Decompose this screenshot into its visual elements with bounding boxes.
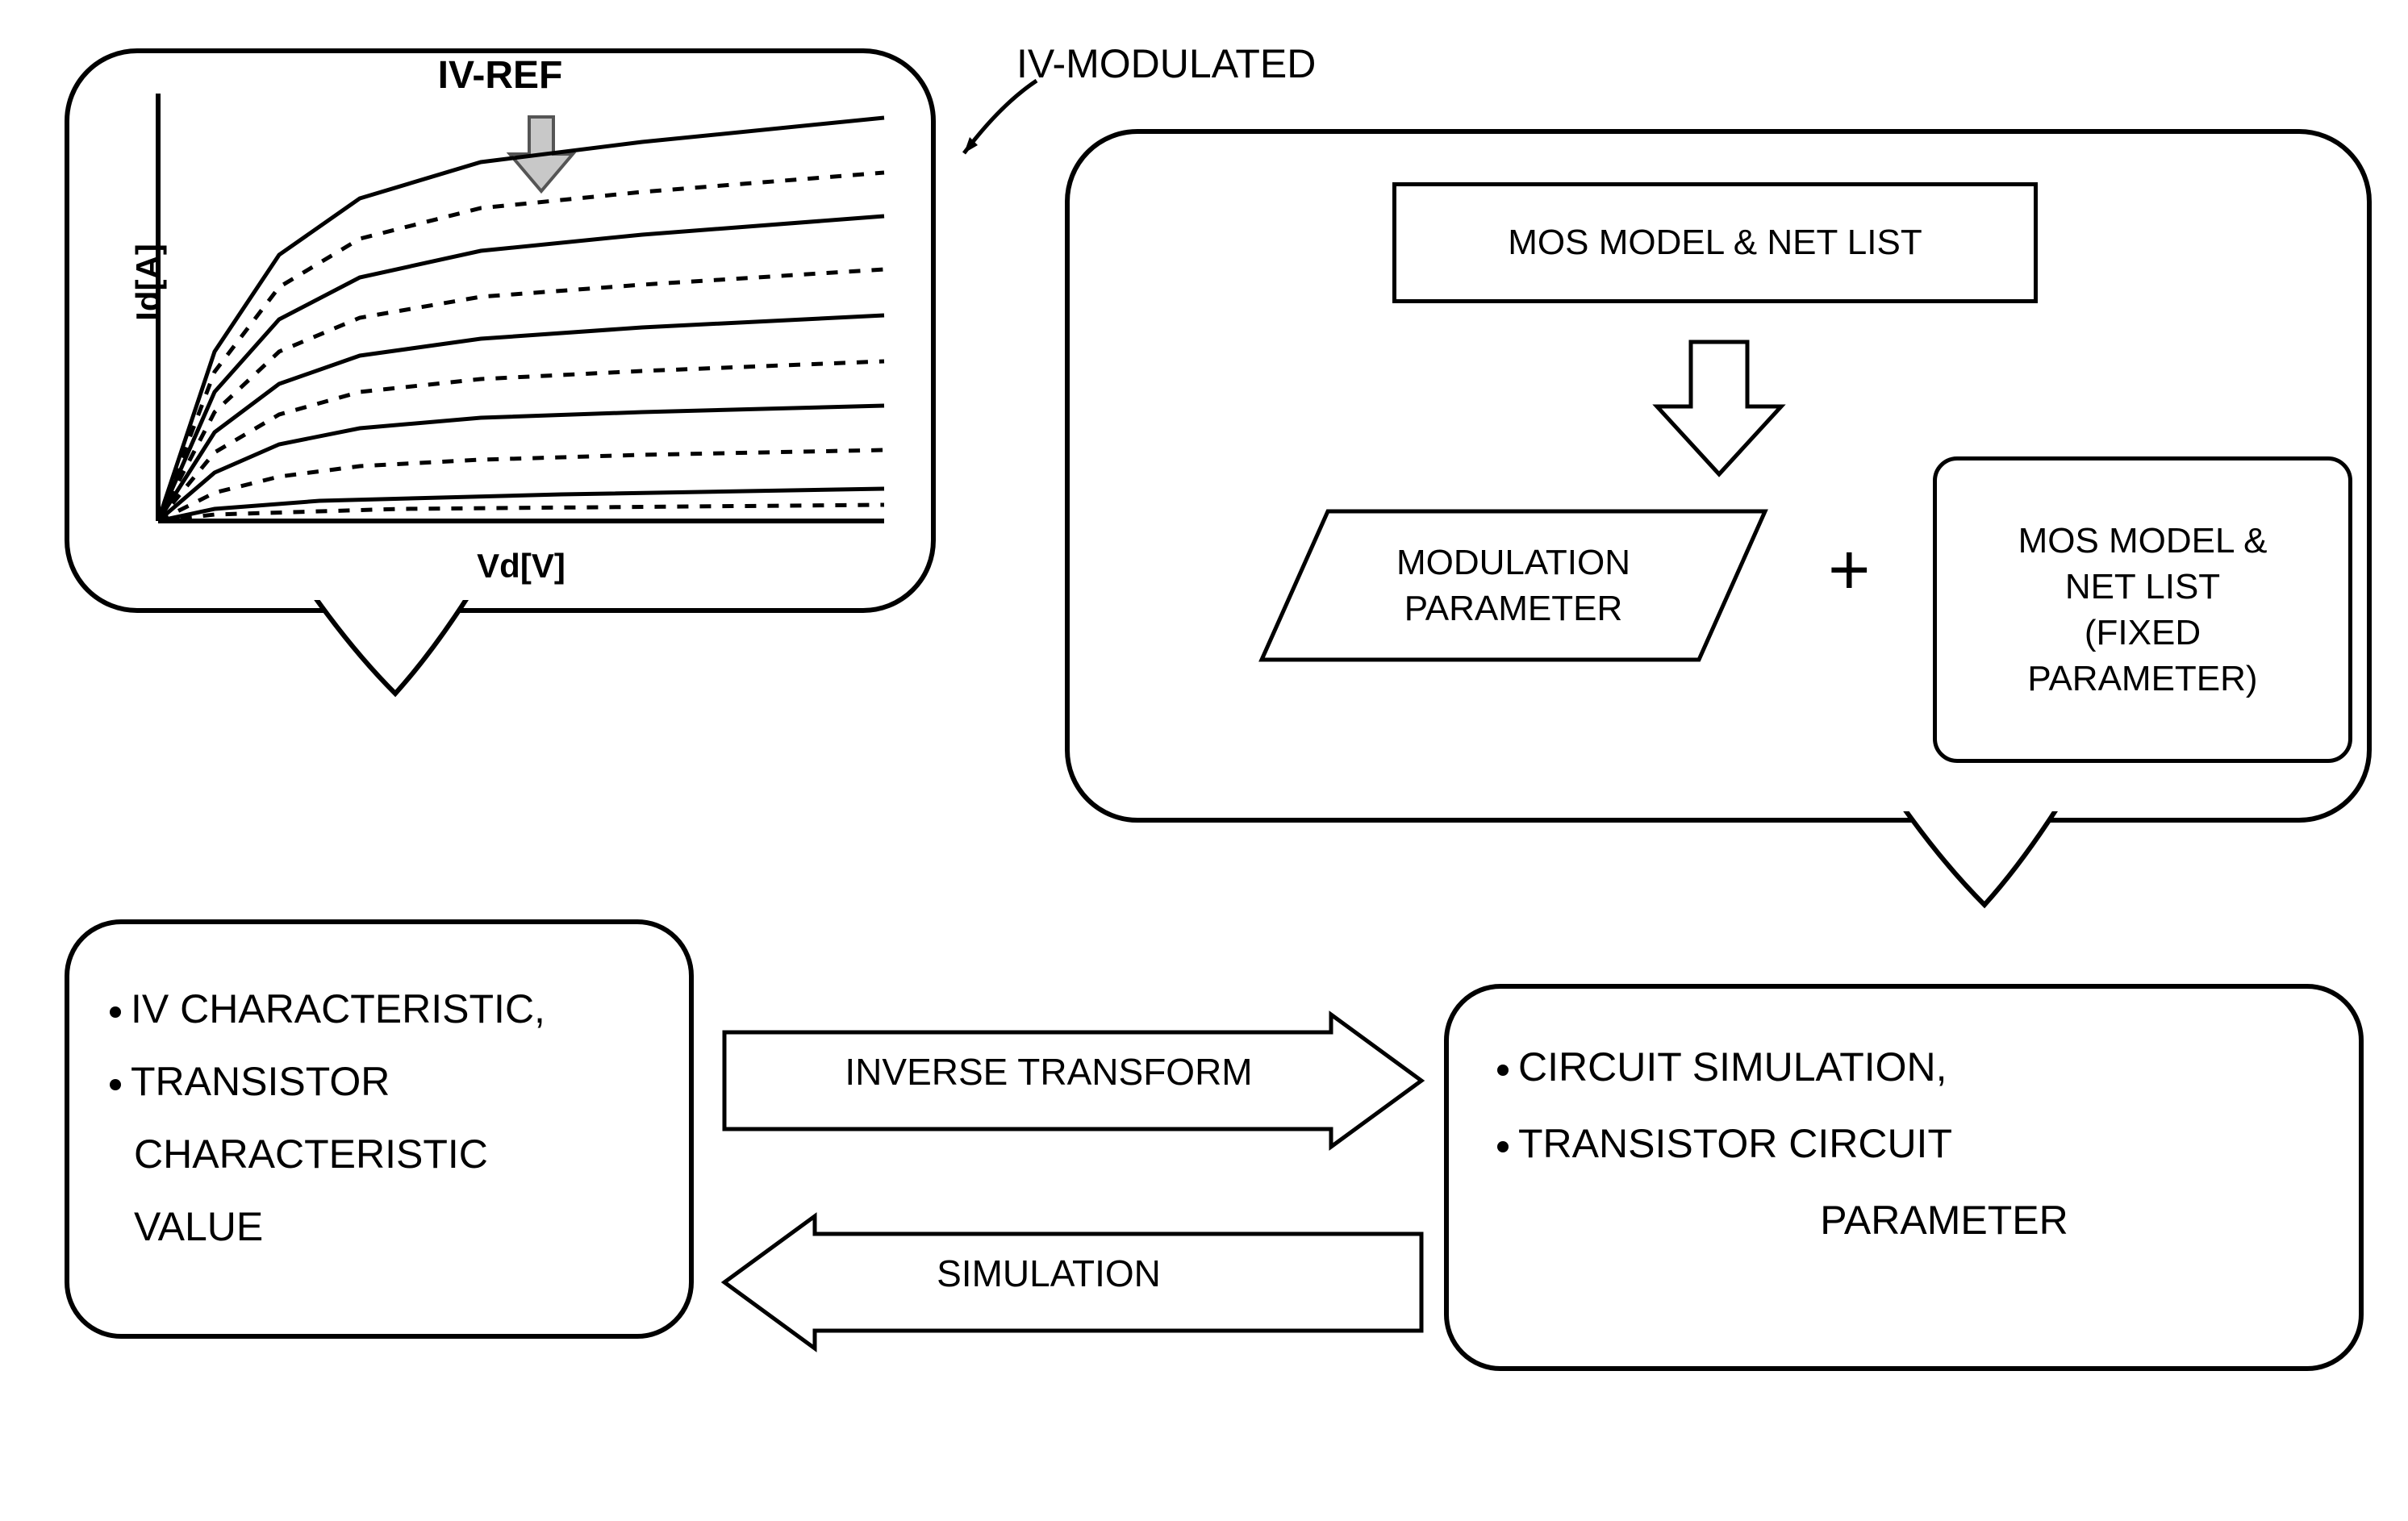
bubble-tail-icon	[307, 589, 484, 702]
right-bubble-body: MOS MODEL & NET LIST MODULATION PARAMETE…	[1065, 129, 2372, 823]
br-line1: CIRCUIT SIMULATION,	[1497, 1029, 2310, 1106]
mos-model-netlist-text: MOS MODEL & NET LIST	[1508, 219, 1922, 265]
mos-model-fixed-box: MOS MODEL & NET LIST (FIXED PARAMETER)	[1933, 456, 2352, 763]
chart-bubble-body: IV-REF Id[A] Vd[V]	[65, 48, 936, 613]
bullet-icon	[1497, 1141, 1509, 1152]
iv-chart: Id[A] Vd[V]	[150, 85, 892, 537]
circuit-simulation-box: CIRCUIT SIMULATION, TRANSISTOR CIRCUIT P…	[1444, 984, 2364, 1371]
inverse-transform-label: INVERSE TRANSFORM	[726, 1050, 1371, 1094]
iv-characteristic-box: IV CHARACTERISTIC, TRANSISTOR CHARACTERI…	[65, 919, 694, 1339]
y-axis-label: Id[A]	[129, 244, 168, 321]
bullet-icon	[110, 1006, 121, 1018]
bullet-icon	[110, 1079, 121, 1090]
simulation-label: SIMULATION	[726, 1252, 1371, 1295]
bubble-tail-icon	[1896, 800, 2073, 913]
x-axis-label: Vd[V]	[477, 547, 565, 585]
bl-line3: CHARACTERISTIC	[110, 1118, 649, 1190]
bl-line4: VALUE	[110, 1190, 649, 1263]
chart-speech-bubble: IV-REF Id[A] Vd[V]	[65, 48, 936, 661]
modulation-parameter-box: MODULATION PARAMETER	[1255, 505, 1772, 666]
mos-model-fixed-text: MOS MODEL & NET LIST (FIXED PARAMETER)	[2018, 518, 2268, 702]
diagram-root: IV-REF Id[A] Vd[V] IV-MODUL	[32, 32, 2376, 1489]
right-speech-bubble: MOS MODEL & NET LIST MODULATION PARAMETE…	[1065, 129, 2372, 871]
chart-svg	[150, 85, 892, 537]
bl-line1: IV CHARACTERISTIC,	[110, 973, 649, 1045]
bl-line2: TRANSISTOR	[110, 1045, 649, 1118]
callout-pointer-icon	[952, 73, 1049, 169]
br-line3: PARAMETER	[1497, 1182, 2310, 1259]
block-down-arrow-icon	[1651, 335, 1788, 485]
bullet-icon	[1497, 1065, 1509, 1076]
plus-icon: +	[1828, 529, 1871, 612]
mos-model-netlist-box: MOS MODEL & NET LIST	[1392, 182, 2038, 303]
modulation-parameter-text: MODULATION PARAMETER	[1396, 540, 1630, 631]
br-line2: TRANSISTOR CIRCUIT	[1497, 1106, 2310, 1182]
iv-modulated-label: IV-MODULATED	[1016, 40, 1316, 87]
